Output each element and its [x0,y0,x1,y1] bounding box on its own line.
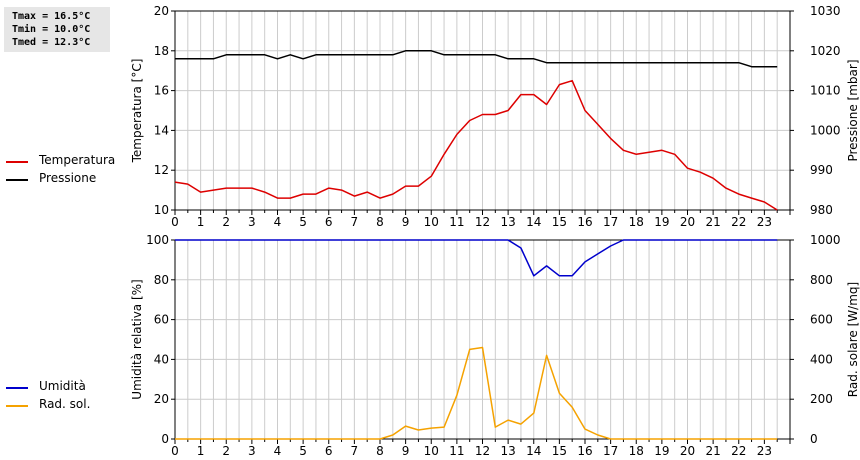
stats-box: Tmax = 16.5°C Tmin = 10.0°C Tmed = 12.3°… [4,7,110,52]
y-right-tick-label: 1030 [810,4,841,18]
y-right-tick-label: 1020 [810,44,841,58]
y-right-axis-title: Rad. solare [W/mq] [846,282,860,397]
x-tick-label: 15 [552,215,567,229]
x-tick-label: 16 [577,444,592,458]
x-tick-label: 23 [757,215,772,229]
legend-label-pressure: Pressione [39,171,97,185]
x-tick-label: 10 [424,215,439,229]
legend-label-temperature: Temperatura [39,153,116,167]
x-tick-label: 0 [171,215,179,229]
legend-swatch-solar [6,405,28,407]
x-tick-label: 22 [731,215,746,229]
y-left-tick-label: 100 [146,233,169,247]
y-left-tick-label: 14 [154,123,169,137]
x-tick-label: 3 [248,444,256,458]
y-left-tick-label: 40 [154,352,169,366]
x-tick-label: 2 [222,215,230,229]
series-line-pressure [175,50,778,68]
legend-swatch-humidity [6,387,28,389]
x-tick-label: 5 [299,444,307,458]
x-tick-label: 9 [402,215,410,229]
y-left-tick-label: 60 [154,313,169,327]
y-right-tick-label: 1000 [810,123,841,137]
x-tick-label: 11 [449,215,464,229]
x-tick-label: 4 [274,444,282,458]
x-tick-label: 5 [299,215,307,229]
y-right-tick-label: 1000 [810,233,841,247]
x-tick-label: 19 [654,444,669,458]
tmax-text: Tmax = 16.5°C [12,11,91,22]
y-right-tick-label: 990 [810,163,833,177]
x-tick-label: 21 [705,444,720,458]
y-right-tick-label: 400 [810,352,833,366]
x-tick-label: 17 [603,215,618,229]
x-tick-label: 0 [171,444,179,458]
y-left-tick-label: 20 [154,4,169,18]
legend-swatch-temperature [6,161,28,163]
x-tick-label: 16 [577,215,592,229]
y-right-tick-label: 1010 [810,84,841,98]
x-tick-label: 9 [402,444,410,458]
y-right-tick-label: 0 [810,432,818,446]
x-tick-label: 19 [654,215,669,229]
x-tick-label: 1 [197,215,205,229]
x-tick-label: 11 [449,444,464,458]
y-left-tick-label: 20 [154,392,169,406]
series-line-temperature [174,79,778,211]
legend-label-humidity: Umidità [39,379,86,393]
x-tick-label: 7 [351,215,359,229]
x-tick-label: 6 [325,444,333,458]
tmed-text: Tmed = 12.3°C [12,37,91,48]
x-tick-label: 22 [731,444,746,458]
legend-swatch-pressure [6,179,28,181]
y-left-tick-label: 18 [154,44,169,58]
x-tick-label: 21 [705,215,720,229]
tmin-text: Tmin = 10.0°C [12,24,91,35]
x-tick-label: 10 [424,444,439,458]
x-tick-label: 14 [526,215,541,229]
x-tick-label: 2 [222,444,230,458]
x-tick-label: 17 [603,444,618,458]
x-tick-label: 8 [376,444,384,458]
x-tick-label: 20 [680,215,695,229]
y-left-axis-title: Umidità relativa [%] [130,279,144,399]
x-tick-label: 13 [500,215,515,229]
x-tick-label: 23 [757,444,772,458]
y-right-axis-title: Pressione [mbar] [846,59,860,161]
x-tick-label: 18 [629,215,644,229]
x-tick-label: 13 [500,444,515,458]
series-line-humidity [175,239,778,277]
x-tick-label: 6 [325,215,333,229]
x-tick-label: 14 [526,444,541,458]
legend-label-solar: Rad. sol. [39,397,91,411]
y-left-tick-label: 12 [154,163,169,177]
x-tick-label: 4 [274,215,282,229]
y-left-axis-title: Temperatura [°C] [130,59,144,164]
x-tick-label: 12 [475,444,490,458]
chart-panel-bottom: 0 1 2 3 4 5 6 7 8 9 10 11 12 13 14 15 16 17 18 19 20 21 22 2302… [130,233,860,458]
y-left-tick-label: 80 [154,273,169,287]
x-tick-label: 15 [552,444,567,458]
x-tick-label: 1 [197,444,205,458]
y-left-tick-label: 16 [154,84,169,98]
y-left-tick-label: 0 [161,432,169,446]
chart-panel-top: 0 1 2 3 4 5 6 7 8 9 10 11 12 13 14 15 16 17 18 19 20 21 22 2310… [130,4,860,229]
x-tick-label: 7 [351,444,359,458]
x-tick-label: 20 [680,444,695,458]
y-right-tick-label: 200 [810,392,833,406]
x-tick-label: 18 [629,444,644,458]
y-right-tick-label: 600 [810,313,833,327]
x-tick-label: 8 [376,215,384,229]
y-left-tick-label: 10 [154,203,169,217]
x-tick-label: 12 [475,215,490,229]
x-tick-label: 3 [248,215,256,229]
series-line-solar [175,346,778,440]
y-right-tick-label: 800 [810,273,833,287]
y-right-tick-label: 980 [810,203,833,217]
